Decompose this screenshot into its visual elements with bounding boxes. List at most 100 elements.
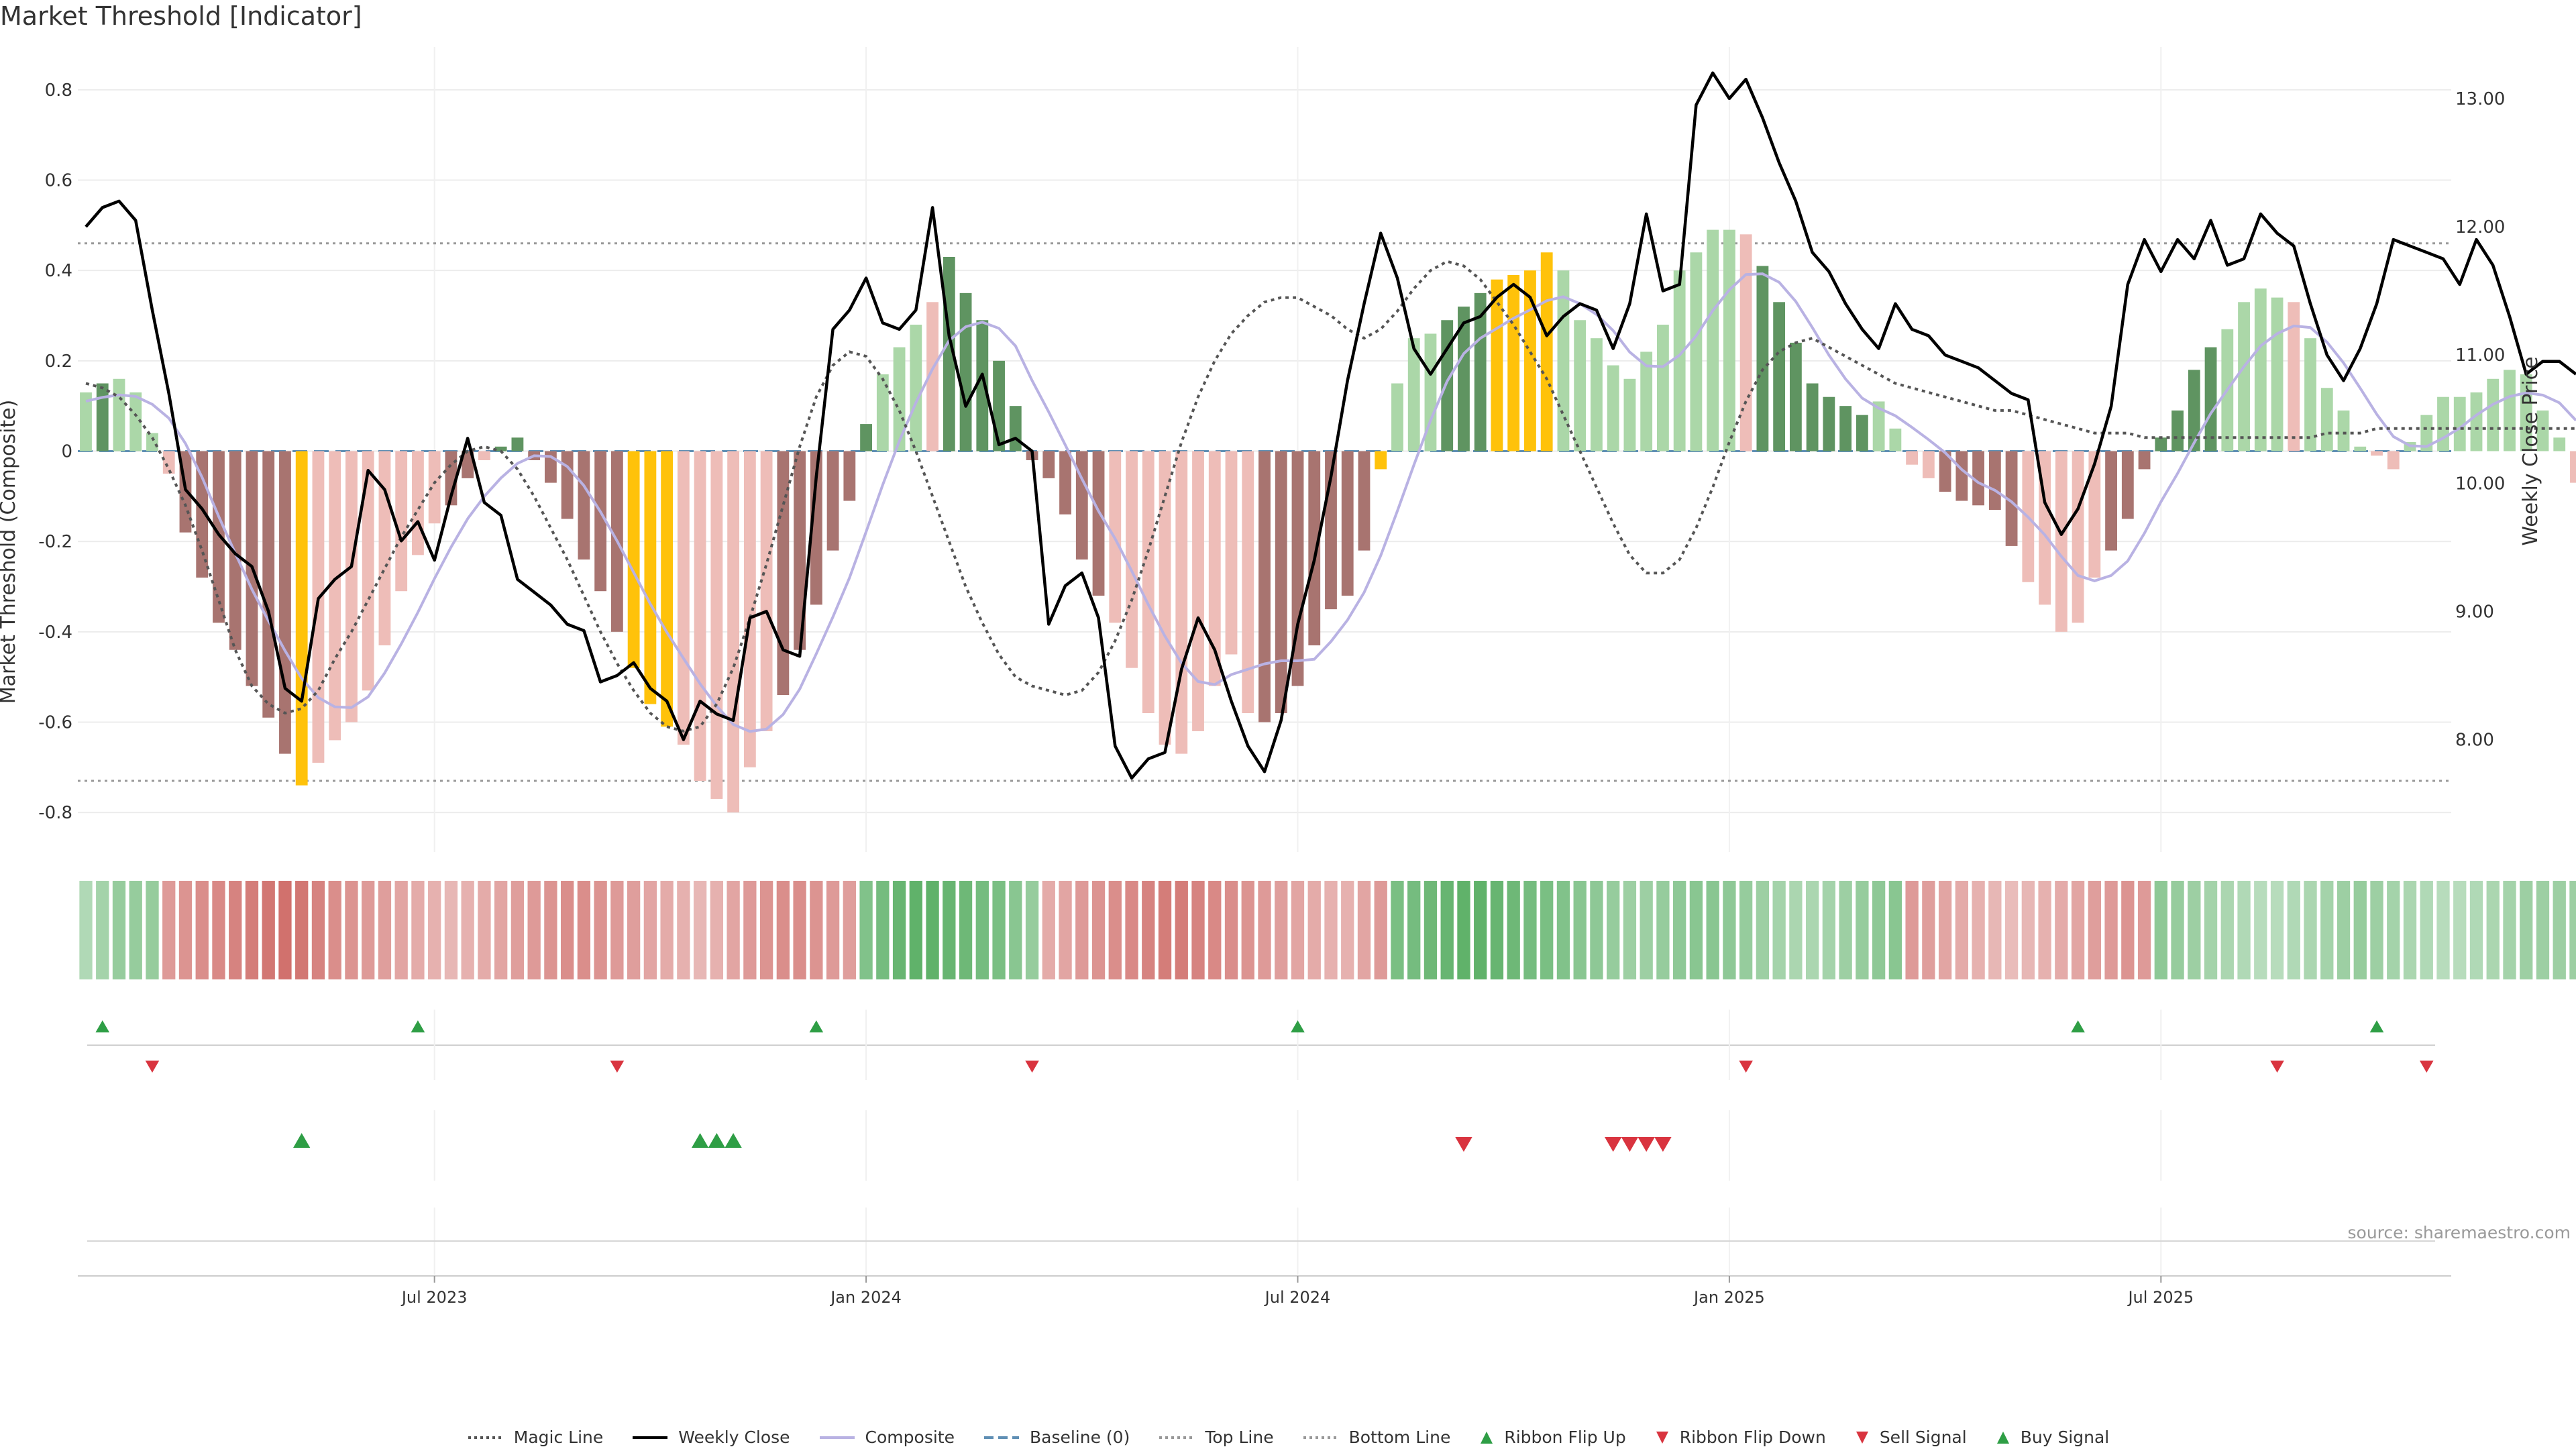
ribbon-cell (2137, 881, 2151, 979)
y-right-tick-label: 9.00 (2455, 602, 2494, 622)
composite-bar (213, 451, 225, 623)
ribbon-flip-down-marker (2419, 1061, 2434, 1073)
composite-bar (1391, 383, 1403, 451)
composite-bar (279, 451, 291, 754)
composite-bar (1607, 365, 1619, 451)
composite-bar (80, 392, 92, 451)
ribbon-cell (162, 881, 176, 979)
chart-title: Market Threshold [Indicator] (0, 1, 362, 31)
ribbon-cell (461, 881, 474, 979)
buy-signal-marker (691, 1133, 709, 1148)
composite-bar (2188, 370, 2200, 451)
legend-item: Magic Line (467, 1428, 603, 1447)
ribbon-cell (394, 881, 408, 979)
legend-item: Baseline (0) (983, 1428, 1130, 1447)
legend-symbol (1996, 1431, 2009, 1444)
composite-bar (826, 451, 839, 551)
sell-signal-marker (1455, 1137, 1472, 1152)
legend-symbol (1303, 1436, 1338, 1439)
y-tick-label: -0.2 (38, 532, 72, 552)
composite-bar (2138, 451, 2151, 470)
composite-bar (1955, 451, 1968, 501)
legend-symbol (1481, 1431, 1493, 1444)
legend-item: Ribbon Flip Up (1479, 1428, 1626, 1447)
ribbon-cell (527, 881, 541, 979)
ribbon-cell (1490, 881, 1504, 979)
composite-bar (1707, 229, 1719, 451)
ribbon-cell (1059, 881, 1072, 979)
ribbon-cell (959, 881, 973, 979)
composite-bar (1092, 451, 1105, 596)
ribbon-cell (2121, 881, 2135, 979)
composite-bar (1623, 378, 1636, 451)
ribbon-cell (2486, 881, 2500, 979)
ribbon-cell (362, 881, 375, 979)
ribbon-cell (1590, 881, 1603, 979)
composite-bar (2271, 297, 2284, 451)
composite-bar (2570, 451, 2576, 483)
composite-bar (2453, 396, 2466, 451)
ribbon-cell (311, 881, 325, 979)
ribbon-cell (643, 881, 657, 979)
ribbon-cell (2436, 881, 2450, 979)
ribbon-cell (1706, 881, 1719, 979)
ribbon-cell (1872, 881, 1886, 979)
ribbon-flip-up-marker (1291, 1020, 1305, 1032)
ribbon-cell (2353, 881, 2367, 979)
composite-bar (262, 451, 275, 718)
ribbon-cell (943, 881, 956, 979)
magic-line (85, 260, 2576, 733)
sell-signal-marker (1605, 1137, 1622, 1152)
ribbon-cell (2171, 881, 2184, 979)
ribbon-cell (2403, 881, 2417, 979)
composite-bar (926, 302, 938, 451)
legend-symbol (1856, 1431, 1868, 1444)
ribbon-flip-up-marker (95, 1020, 110, 1032)
composite-bar (677, 451, 690, 745)
composite-bar (1640, 352, 1653, 451)
y-tick-label: 0.4 (45, 261, 72, 281)
legend-label: Composite (865, 1428, 955, 1447)
composite-bar (2320, 388, 2333, 451)
ribbon-cell (79, 881, 93, 979)
composite-bar (1375, 451, 1387, 470)
ribbon-cell (1955, 881, 1969, 979)
ribbon-cell (1324, 881, 1338, 979)
composite-bar (1524, 270, 1536, 451)
ribbon-flip-down-marker (1739, 1061, 1753, 1073)
ribbon-cell (810, 881, 823, 979)
y-right-tick-label: 11.00 (2455, 345, 2505, 366)
ribbon-strip (79, 881, 2576, 979)
composite-bar (794, 451, 806, 650)
composite-bar (2420, 415, 2433, 451)
ribbon-cell (1291, 881, 1305, 979)
composite-bar (1126, 451, 1138, 668)
ribbon-cell (229, 881, 242, 979)
ribbon-cell (1142, 881, 1155, 979)
ribbon-cell (2254, 881, 2267, 979)
ribbon-cell (2088, 881, 2101, 979)
composite-bar (395, 451, 408, 592)
composite-bar (2354, 446, 2367, 451)
ribbon-cell (926, 881, 939, 979)
composite-bar (1242, 451, 1254, 714)
composite-bar (1756, 266, 1769, 451)
legend-item: Sell Signal (1854, 1428, 1967, 1447)
composite-bar (910, 324, 922, 451)
composite-line (85, 272, 2576, 733)
composite-bar (129, 392, 142, 451)
composite-bar (810, 451, 822, 605)
composite-bar (1358, 451, 1371, 551)
ribbon-cell (2188, 881, 2201, 979)
y-tick-label: 0.8 (45, 80, 72, 101)
ribbon-cell (1756, 881, 1770, 979)
composite-bar (1690, 252, 1703, 451)
composite-bar (1458, 307, 1470, 451)
legend-symbol (983, 1436, 1019, 1439)
legend-item: Bottom Line (1302, 1428, 1450, 1447)
x-axis: Jul 2023 Jan 2024 Jul 2024 Jan 2025 Jul 2025 (78, 1208, 2451, 1307)
composite-bar (295, 451, 308, 786)
ribbon-cell (212, 881, 225, 979)
composite-bar (594, 451, 607, 592)
composite-bar (1657, 324, 1669, 451)
